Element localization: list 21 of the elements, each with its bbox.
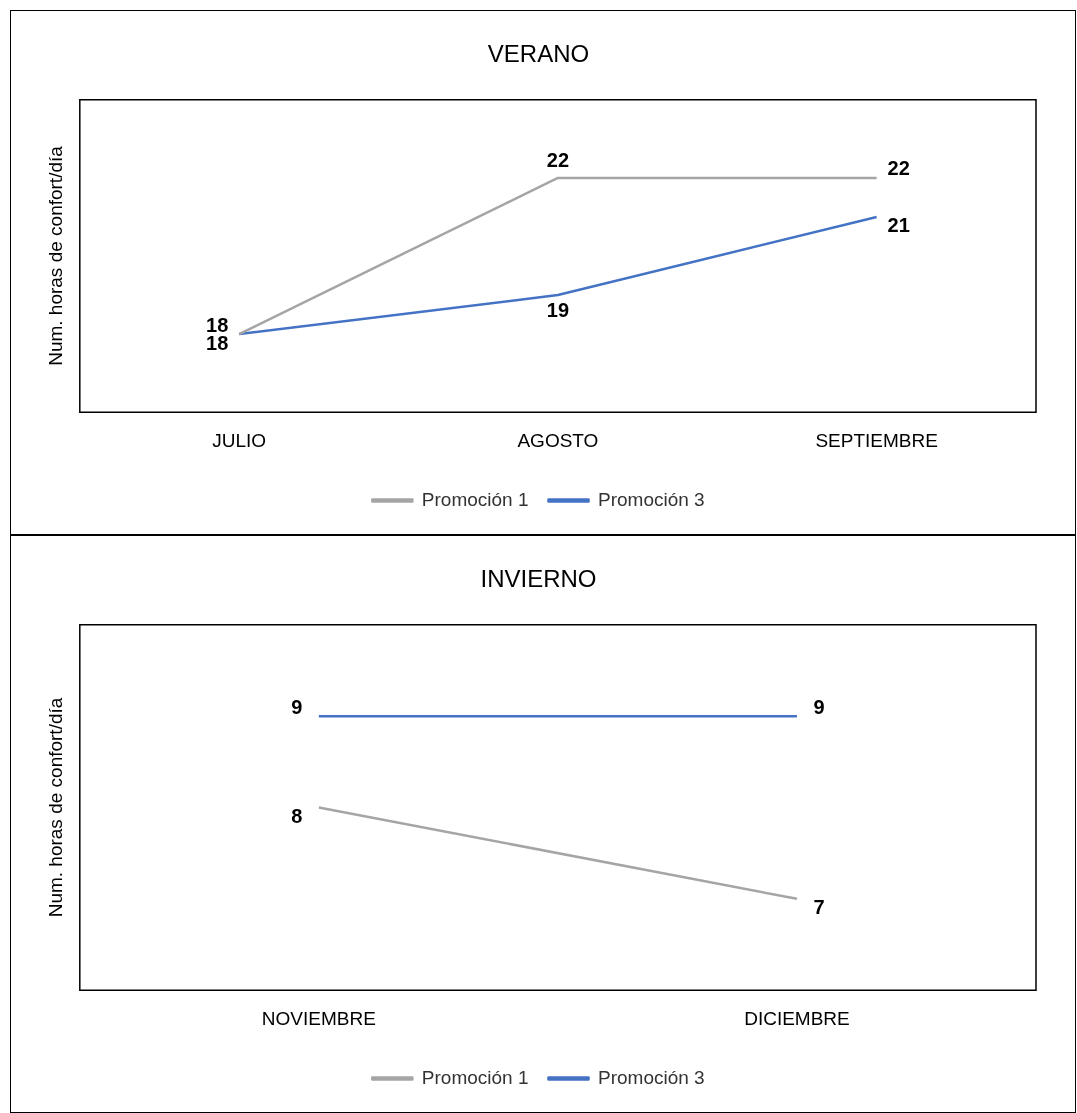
data-label: 22 — [546, 149, 570, 172]
legend-label: Promoción 1 — [421, 1066, 529, 1088]
x-tick-label: AGOSTO — [517, 429, 599, 451]
data-label: 19 — [546, 298, 570, 321]
x-tick-label: JULIO — [212, 429, 267, 451]
data-label: 21 — [887, 214, 910, 237]
x-tick-label: DICIEMBRE — [744, 1007, 850, 1029]
data-label: 8 — [291, 805, 303, 828]
data-label: 7 — [813, 896, 825, 919]
legend-label: Promoción 1 — [421, 488, 529, 510]
data-label: 9 — [291, 695, 303, 718]
legend-label: Promoción 3 — [598, 488, 705, 510]
chart-title: INVIERNO — [480, 565, 597, 593]
x-tick-label: NOVIEMBRE — [261, 1007, 376, 1029]
data-label: 22 — [887, 157, 910, 180]
data-label: 9 — [813, 695, 825, 718]
legend-label: Promoción 3 — [598, 1066, 705, 1088]
x-tick-label: SEPTIEMBRE — [815, 429, 938, 451]
y-axis-title: Num. horas de confort/día — [44, 145, 66, 366]
y-axis-title: Num. horas de confort/día — [44, 697, 66, 918]
chart-title: VERANO — [487, 40, 590, 68]
